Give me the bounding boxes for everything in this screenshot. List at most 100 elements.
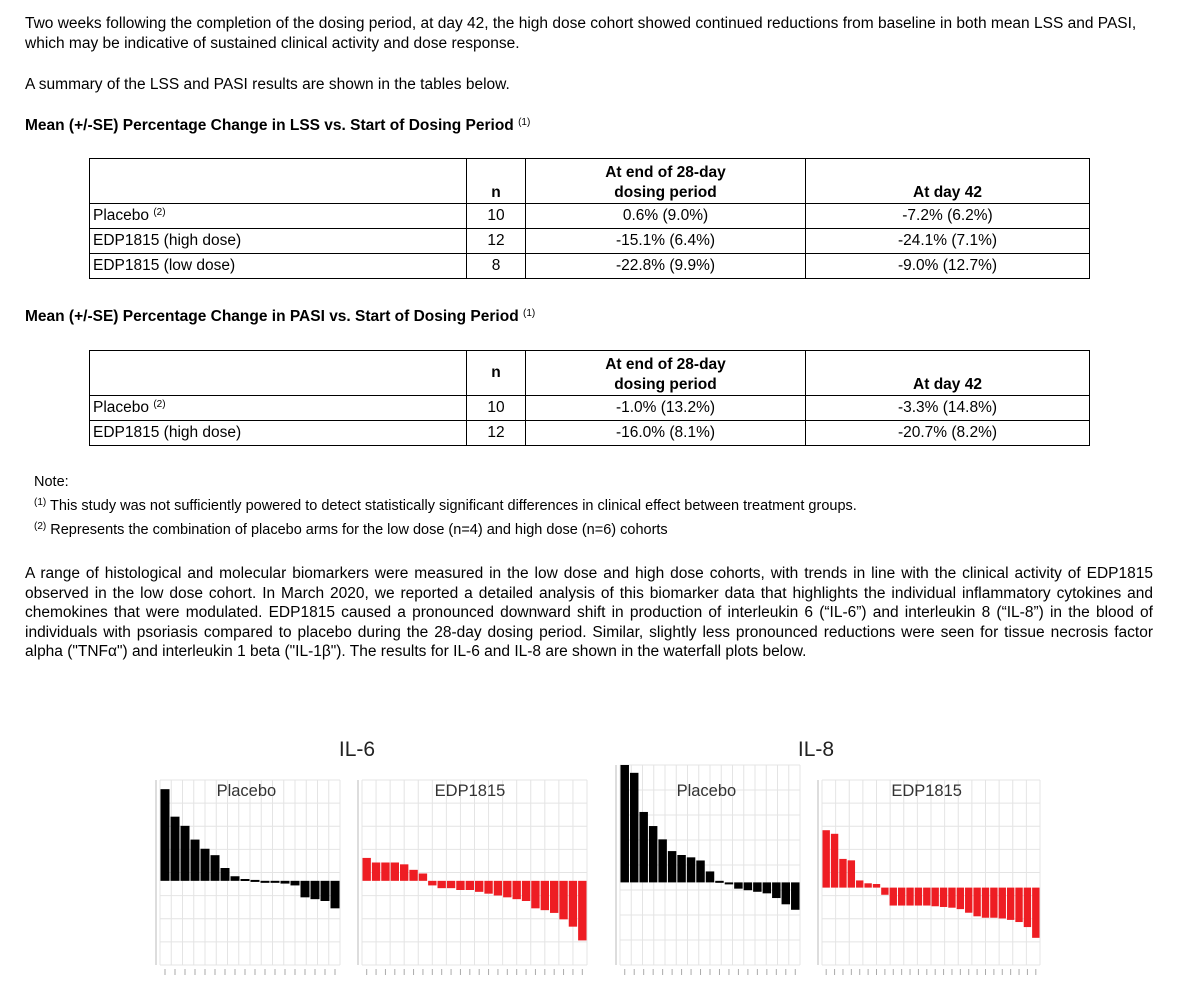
footnote-1-text: This study was not sufficiently powered …	[50, 498, 857, 514]
waterfall-bar	[715, 880, 724, 883]
waterfall-bar	[677, 855, 686, 883]
panel-title: Placebo	[677, 782, 737, 800]
waterfall-bar	[371, 862, 381, 881]
group-cell: Placebo (2)	[89, 395, 467, 421]
waterfall-bar	[864, 883, 872, 888]
group-label: EDP1815 (low dose)	[93, 257, 236, 274]
waterfall-bar	[914, 887, 923, 906]
n-cell: 10	[466, 395, 526, 421]
lss-header-n: n	[466, 158, 526, 204]
panel-title: Placebo	[217, 782, 277, 800]
note-label: Note:	[34, 474, 69, 490]
waterfall-bar	[437, 880, 446, 889]
pasi-header-day42: At day 42	[805, 350, 1090, 396]
waterfall-bar	[428, 880, 437, 886]
lss-header-end-line1: At end of 28-day	[605, 164, 726, 181]
waterfall-bar	[772, 882, 781, 899]
waterfall-plots: IL-6 Placebo EDP1815 IL-8 Placebo EDP1815	[155, 738, 1041, 975]
day42-cell: -3.3% (14.8%)	[805, 395, 1090, 421]
group-cell: EDP1815 (high dose)	[89, 420, 467, 446]
end-cell: -16.0% (8.1%)	[525, 420, 806, 446]
intro-paragraph: Two weeks following the completion of th…	[25, 15, 1137, 52]
waterfall-bar	[639, 811, 648, 883]
end-cell: 0.6% (9.0%)	[525, 203, 806, 229]
waterfall-bar	[418, 873, 428, 881]
waterfall-bar	[559, 880, 568, 920]
waterfall-bar	[931, 887, 939, 907]
footnote-2: (2) Represents the combination of placeb…	[34, 521, 668, 539]
group-footnote: (2)	[153, 207, 166, 218]
pasi-caption-footnote: (1)	[522, 308, 536, 319]
end-cell: -22.8% (9.9%)	[525, 253, 806, 279]
group-cell: EDP1815 (high dose)	[89, 228, 467, 254]
waterfall-bar	[830, 833, 839, 888]
waterfall-bar	[998, 887, 1006, 919]
waterfall-bar	[881, 887, 889, 895]
waterfall-bar	[897, 887, 906, 906]
waterfall-bar	[310, 880, 320, 900]
waterfall-bar	[290, 880, 300, 886]
pasi-table: n At end of 28-day dosing period At day 4…	[89, 350, 1090, 446]
pasi-caption-text: Mean (+/-SE) Percentage Change in PASI v…	[25, 308, 519, 325]
waterfall-bar	[400, 864, 409, 881]
end-cell: -15.1% (6.4%)	[525, 228, 806, 254]
group-label: Placebo	[93, 399, 150, 416]
waterfall-bar	[220, 868, 230, 881]
n-cell: 8	[466, 253, 526, 279]
n-cell: 12	[466, 228, 526, 254]
waterfall-bar	[1015, 887, 1023, 923]
waterfall-bar	[856, 880, 864, 888]
waterfall-bar	[550, 880, 559, 913]
lss-header-row: n At end of 28-day dosing period At day 4…	[89, 158, 1090, 204]
waterfall-bar	[872, 884, 881, 888]
lss-header-end-line2: dosing period	[614, 184, 717, 201]
waterfall-bar	[300, 880, 310, 898]
waterfall-bar	[250, 879, 260, 882]
group-label: EDP1815 (high dose)	[93, 424, 242, 441]
waterfall-bar	[230, 876, 240, 881]
pasi-header-row: n At end of 28-day dosing period At day 4…	[89, 350, 1090, 396]
waterfall-bar	[990, 887, 998, 918]
waterfall-bar	[781, 882, 791, 905]
waterfall-bar	[743, 882, 753, 891]
day42-cell: -9.0% (12.7%)	[805, 253, 1090, 279]
waterfall-bar	[948, 887, 956, 908]
waterfall-bar	[686, 857, 696, 883]
summary-sentence: A summary of the LSS and PASI results ar…	[25, 76, 510, 93]
n-cell: 12	[466, 420, 526, 446]
pasi-header-n: n	[466, 350, 526, 396]
biomarker-paragraph: A range of histological and molecular bi…	[25, 565, 1153, 660]
waterfall-bar	[503, 880, 512, 898]
waterfall-bar	[965, 887, 973, 913]
lss-header-end: At end of 28-day dosing period	[525, 158, 806, 204]
waterfall-bar	[973, 887, 981, 917]
waterfall-bar	[465, 880, 474, 890]
waterfall-bar	[484, 880, 493, 894]
waterfall-bar	[540, 880, 549, 911]
waterfall-bar	[724, 882, 734, 885]
waterfall-bar	[939, 887, 948, 907]
waterfall-bar	[446, 880, 456, 889]
lss-table: n At end of 28-day dosing period At day 4…	[89, 158, 1090, 279]
pasi-table-caption: Mean (+/-SE) Percentage Change in PASI v…	[25, 308, 535, 326]
waterfall-bar	[180, 825, 190, 881]
footnote-2-marker: (2)	[34, 521, 47, 532]
end-cell: -1.0% (13.2%)	[525, 395, 806, 421]
waterfall-bar	[847, 860, 856, 888]
waterfall-bar	[568, 880, 578, 927]
table-row: EDP1815 (high dose) 12 -15.1% (6.4%) -24…	[89, 228, 1090, 254]
waterfall-figure: IL-6 Placebo EDP1815 IL-8 Placebo EDP1815	[0, 700, 1177, 990]
lss-header-day42: At day 42	[805, 158, 1090, 204]
day42-cell: -20.7% (8.2%)	[805, 420, 1090, 446]
lss-caption-text: Mean (+/-SE) Percentage Change in LSS vs…	[25, 117, 514, 134]
panel-title: EDP1815	[435, 782, 506, 800]
lss-caption-footnote: (1)	[518, 117, 531, 128]
panel-title: EDP1815	[891, 782, 962, 800]
waterfall-bar	[409, 869, 418, 881]
group-footnote: (2)	[153, 399, 166, 410]
waterfall-bar	[493, 880, 503, 896]
table-row: Placebo (2) 10 0.6% (9.0%) -7.2% (6.2%)	[89, 203, 1090, 229]
group-title: IL-8	[798, 738, 834, 761]
waterfall-bar	[667, 851, 677, 883]
waterfall-bar	[210, 855, 220, 881]
